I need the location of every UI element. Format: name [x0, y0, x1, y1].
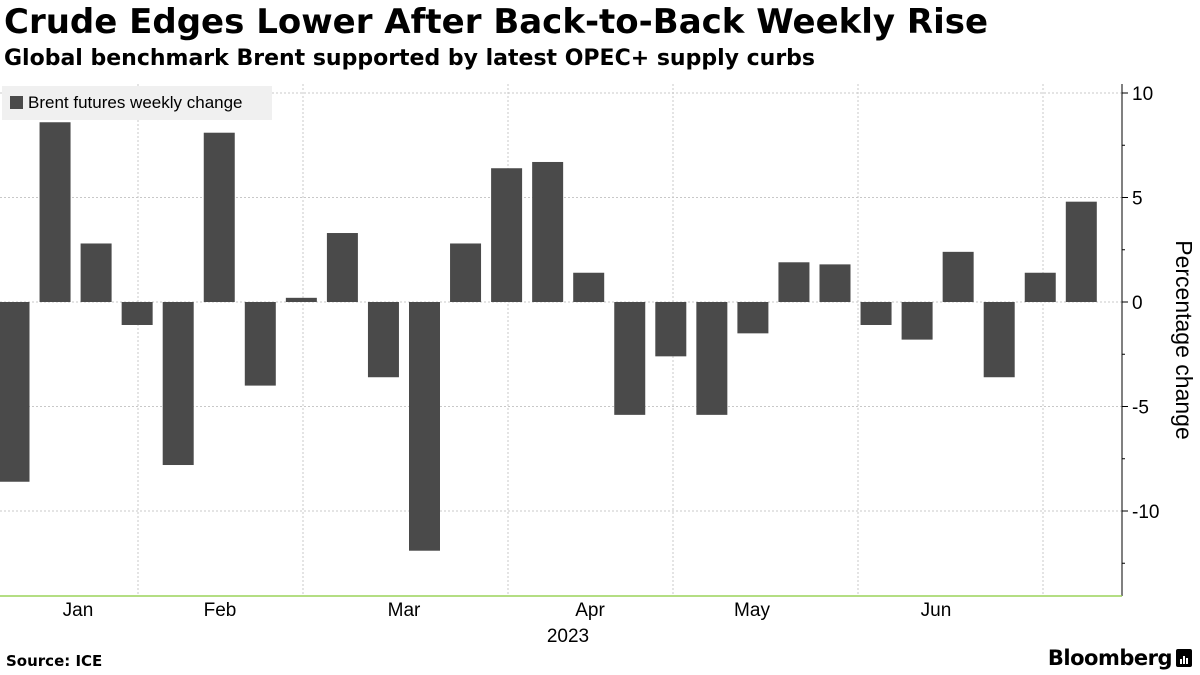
- bar: [367, 302, 399, 378]
- bloomberg-terminal-icon: [1176, 649, 1192, 667]
- legend: Brent futures weekly change: [2, 86, 272, 120]
- x-tick-label: Jan: [63, 600, 94, 621]
- bar: [121, 302, 153, 325]
- chart-subtitle: Global benchmark Brent supported by late…: [4, 46, 816, 71]
- bar: [450, 243, 482, 302]
- bar: [983, 302, 1015, 378]
- legend-swatch: [10, 96, 23, 109]
- bar: [778, 262, 810, 302]
- legend-box: [2, 86, 272, 120]
- x-tick-label: Jun: [921, 600, 952, 621]
- bar: [860, 302, 892, 325]
- y-tick-label: -10: [1132, 502, 1159, 523]
- bar: [655, 302, 687, 357]
- bar: [0, 302, 30, 482]
- legend-label: Brent futures weekly change: [28, 93, 243, 112]
- bar: [901, 302, 933, 340]
- bar: [285, 297, 317, 302]
- bar: [409, 302, 440, 551]
- brand-name: Bloomberg: [1047, 646, 1173, 670]
- bar: [573, 272, 605, 302]
- bar: [326, 233, 358, 302]
- bar: [1065, 201, 1097, 302]
- x-axis-year-label: 2023: [547, 626, 589, 647]
- x-tick-label: Apr: [575, 600, 605, 621]
- y-tick-label: 10: [1132, 84, 1153, 105]
- bar: [819, 264, 851, 302]
- y-tick-label: 5: [1132, 189, 1143, 210]
- bar: [1024, 272, 1056, 302]
- bar: [942, 251, 974, 302]
- bar: [162, 302, 194, 466]
- bar: [614, 302, 646, 415]
- y-tick-label: 0: [1132, 293, 1143, 314]
- bars: [0, 122, 1097, 551]
- y-axis-label: Percentage change: [1171, 240, 1197, 440]
- x-tick-label: May: [734, 600, 770, 621]
- bloomberg-logo: Bloomberg: [1048, 646, 1192, 670]
- x-tick-label: Feb: [204, 600, 237, 621]
- bar: [532, 161, 564, 302]
- y-tick-label: -5: [1132, 398, 1149, 419]
- bar: [203, 132, 235, 302]
- x-tick-label: Mar: [388, 600, 421, 621]
- bar: [491, 168, 523, 302]
- axes: 10 5 0 -5 -10 Jan Feb Mar Apr May Jun: [0, 84, 1159, 621]
- bar: [737, 302, 769, 334]
- source-note: Source: ICE: [6, 652, 103, 670]
- bar: [244, 302, 276, 386]
- bar: [39, 122, 71, 302]
- bar: [80, 243, 112, 302]
- bar: [696, 302, 728, 415]
- chart-title: Crude Edges Lower After Back-to-Back Wee…: [4, 2, 989, 42]
